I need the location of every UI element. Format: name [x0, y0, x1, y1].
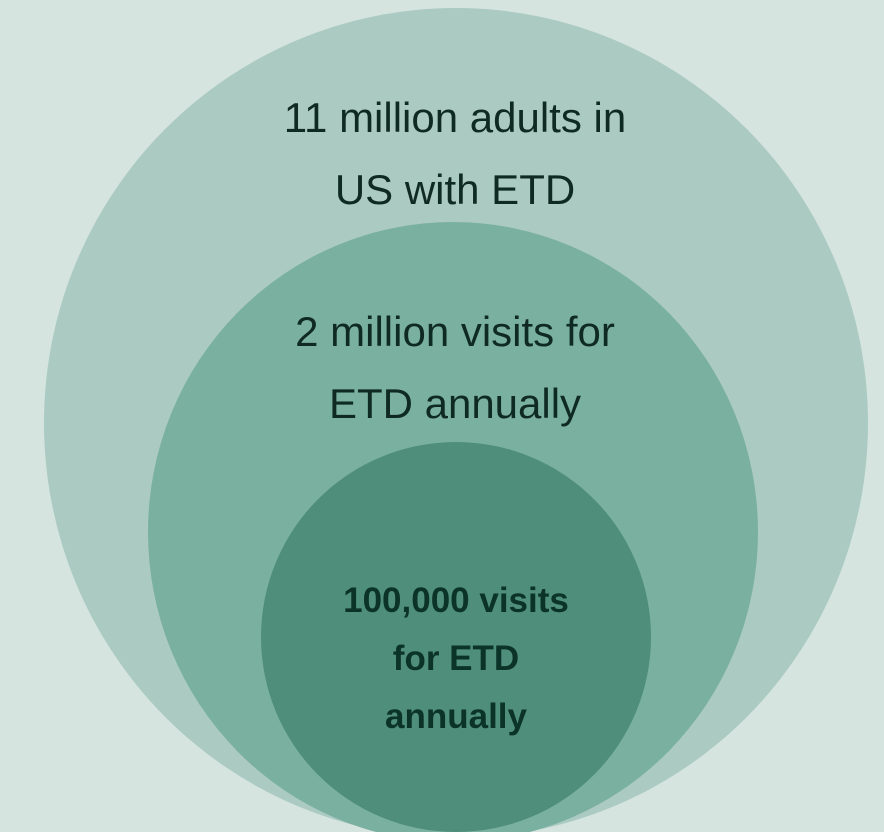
outer-label-line-1: 11 million adults in [283, 94, 627, 141]
outer-label-line-2: US with ETD [334, 166, 576, 213]
middle-label-line-2: ETD annually [328, 380, 582, 427]
inner-circle [261, 442, 651, 832]
inner-label-line-2: for ETD [392, 639, 520, 678]
inner-label-line-3: annually [385, 697, 527, 736]
inner-circle-label: 100,000 visits for ETD annually [296, 572, 616, 746]
outer-circle-label: 11 million adults in US with ETD [200, 82, 710, 226]
middle-label-line-1: 2 million visits for [295, 308, 615, 355]
middle-circle-label: 2 million visits for ETD annually [200, 296, 710, 440]
inner-label-line-1: 100,000 visits [343, 581, 569, 620]
